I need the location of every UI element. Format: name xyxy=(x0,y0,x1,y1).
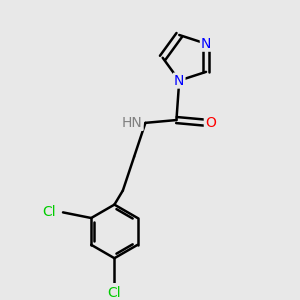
Text: Cl: Cl xyxy=(42,206,56,219)
Text: N: N xyxy=(174,74,184,88)
Text: O: O xyxy=(205,116,216,130)
Text: HN: HN xyxy=(122,116,142,130)
Text: N: N xyxy=(201,37,211,51)
Text: Cl: Cl xyxy=(108,286,121,300)
